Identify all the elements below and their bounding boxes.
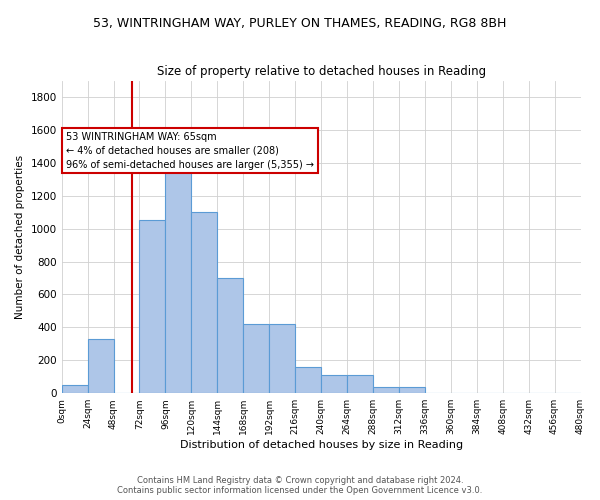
Bar [347, 375, 373, 393]
Text: 53 WINTRINGHAM WAY: 65sqm
← 4% of detached houses are smaller (208)
96% of semi-: 53 WINTRINGHAM WAY: 65sqm ← 4% of detach… [66, 132, 314, 170]
Bar [88, 339, 113, 393]
Bar [217, 278, 243, 393]
Bar [373, 386, 399, 393]
Text: Contains HM Land Registry data © Crown copyright and database right 2024.
Contai: Contains HM Land Registry data © Crown c… [118, 476, 482, 495]
Bar [295, 367, 321, 393]
Bar [139, 220, 166, 393]
Y-axis label: Number of detached properties: Number of detached properties [15, 155, 25, 319]
Text: 53, WINTRINGHAM WAY, PURLEY ON THAMES, READING, RG8 8BH: 53, WINTRINGHAM WAY, PURLEY ON THAMES, R… [94, 18, 506, 30]
Bar [191, 212, 217, 393]
Title: Size of property relative to detached houses in Reading: Size of property relative to detached ho… [157, 65, 485, 78]
Bar [399, 386, 425, 393]
Bar [243, 324, 269, 393]
X-axis label: Distribution of detached houses by size in Reading: Distribution of detached houses by size … [179, 440, 463, 450]
Bar [269, 324, 295, 393]
Bar [62, 385, 88, 393]
Bar [166, 154, 191, 393]
Bar [321, 375, 347, 393]
